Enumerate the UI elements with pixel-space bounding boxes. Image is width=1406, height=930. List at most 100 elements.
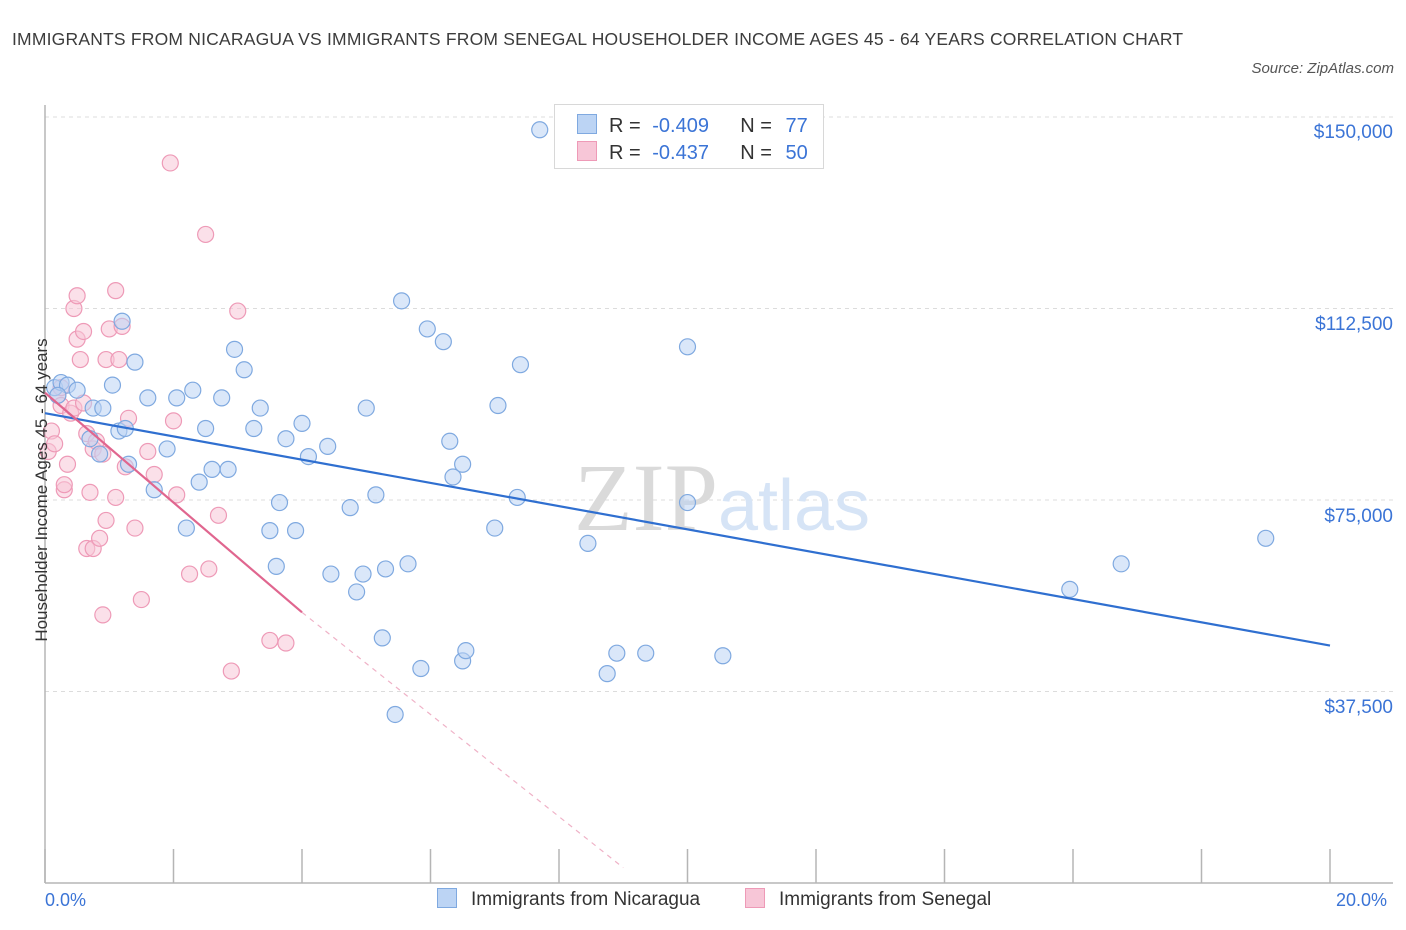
senegal-point [197,225,215,244]
senegal-point [110,350,128,369]
nicaragua-point [341,499,359,517]
nicaragua-point [91,445,109,463]
nicaragua-point [319,437,337,455]
r-label: R = [609,142,641,164]
senegal-point [168,486,186,504]
senegal-point [74,322,93,341]
nicaragua-point [637,644,655,662]
senegal-swatch [577,141,597,161]
nicaragua-point [678,493,697,512]
senegal-point [209,506,228,524]
senegal-point [91,529,109,547]
nicaragua-point [286,522,305,540]
nicaragua-point [418,320,436,338]
nicaragua-point [511,356,530,374]
senegal-point [229,302,247,320]
senegal-point [71,350,89,369]
r-value-senegal: -0.437 [652,142,709,164]
n-value-senegal: 50 [785,142,808,164]
nicaragua-point [103,376,122,394]
nicaragua-point [354,565,372,583]
n-value-nicaragua: 77 [785,115,808,137]
senegal-point [126,519,144,537]
senegal-point [200,560,218,578]
senegal-point [94,606,112,624]
nicaragua-point [168,389,186,407]
nicaragua-point [454,455,472,473]
senegal-legend-swatch [745,888,765,908]
nicaragua-point [270,493,289,512]
senegal-point [97,511,115,530]
legend-row-senegal: R = -0.437 N = 50 [577,141,808,165]
nicaragua-point [126,353,144,371]
nicaragua-point [1257,529,1275,547]
r-value-nicaragua: -0.409 [652,115,709,137]
n-label: N = [740,115,772,137]
nicaragua-point [139,389,157,407]
nicaragua-point [714,647,732,665]
r-label: R = [609,115,641,137]
nicaragua-trendline [44,412,1331,647]
y-tick-label-75000: $75,000 [1324,506,1393,527]
nicaragua-point [261,522,279,540]
senegal-point [139,442,157,461]
senegal-point [58,455,77,473]
senegal-trendline [44,391,303,614]
senegal-point [261,631,279,650]
legend-item-nicaragua: Immigrants from Nicaragua [437,888,700,911]
senegal-point [164,412,183,430]
senegal-trendline-extension [301,611,624,869]
nicaragua-point [267,557,285,575]
nicaragua-point [1112,555,1130,573]
nicaragua-point [293,414,311,432]
nicaragua-point [190,473,208,491]
nicaragua-point [94,399,112,417]
y-axis-label: Householder Income Ages 45 - 64 years [32,338,51,642]
senegal-point [180,565,199,583]
legend-item-senegal: Immigrants from Senegal [745,888,991,911]
nicaragua-point [531,121,549,139]
nicaragua-point [376,560,395,578]
senegal-point [222,662,240,680]
senegal-point [107,488,125,507]
y-tick-label-150000: $150,000 [1313,122,1393,143]
nicaragua-point [348,583,366,601]
nicaragua-point [357,399,375,417]
nicaragua-point [68,381,86,399]
nicaragua-point [444,468,462,486]
nicaragua-point [489,396,507,415]
nicaragua-point [225,340,244,358]
n-label: N = [740,142,772,164]
y-tick-label-37500: $37,500 [1324,697,1393,718]
nicaragua-point [81,430,99,448]
nicaragua-legend-swatch [437,888,457,908]
nicaragua-point [373,629,391,647]
legend-label-senegal: Immigrants from Senegal [779,889,992,910]
senegal-point [46,435,64,453]
nicaragua-point [399,555,417,573]
nicaragua-point [145,481,163,499]
nicaragua-point [608,644,626,662]
nicaragua-point [598,665,616,683]
senegal-point [277,634,295,652]
nicaragua-point [49,386,67,404]
nicaragua-point [219,460,237,478]
senegal-point [132,590,150,609]
nicaragua-point [457,642,475,660]
senegal-point [55,476,73,494]
nicaragua-point [322,565,340,583]
correlation-legend: R = -0.409 N = 77 R = -0.437 N = 50 [554,104,824,169]
legend-label-nicaragua: Immigrants from Nicaragua [471,889,701,910]
nicaragua-point [441,432,459,450]
nicaragua-point [203,460,221,478]
senegal-point [68,287,86,305]
nicaragua-point [277,430,295,448]
nicaragua-point [197,419,215,438]
y-tick-label-112500: $112,500 [1315,314,1393,335]
senegal-point [161,154,179,172]
senegal-point [81,483,99,501]
nicaragua-point [251,399,269,417]
nicaragua-point [113,312,131,330]
nicaragua-point [158,440,176,458]
